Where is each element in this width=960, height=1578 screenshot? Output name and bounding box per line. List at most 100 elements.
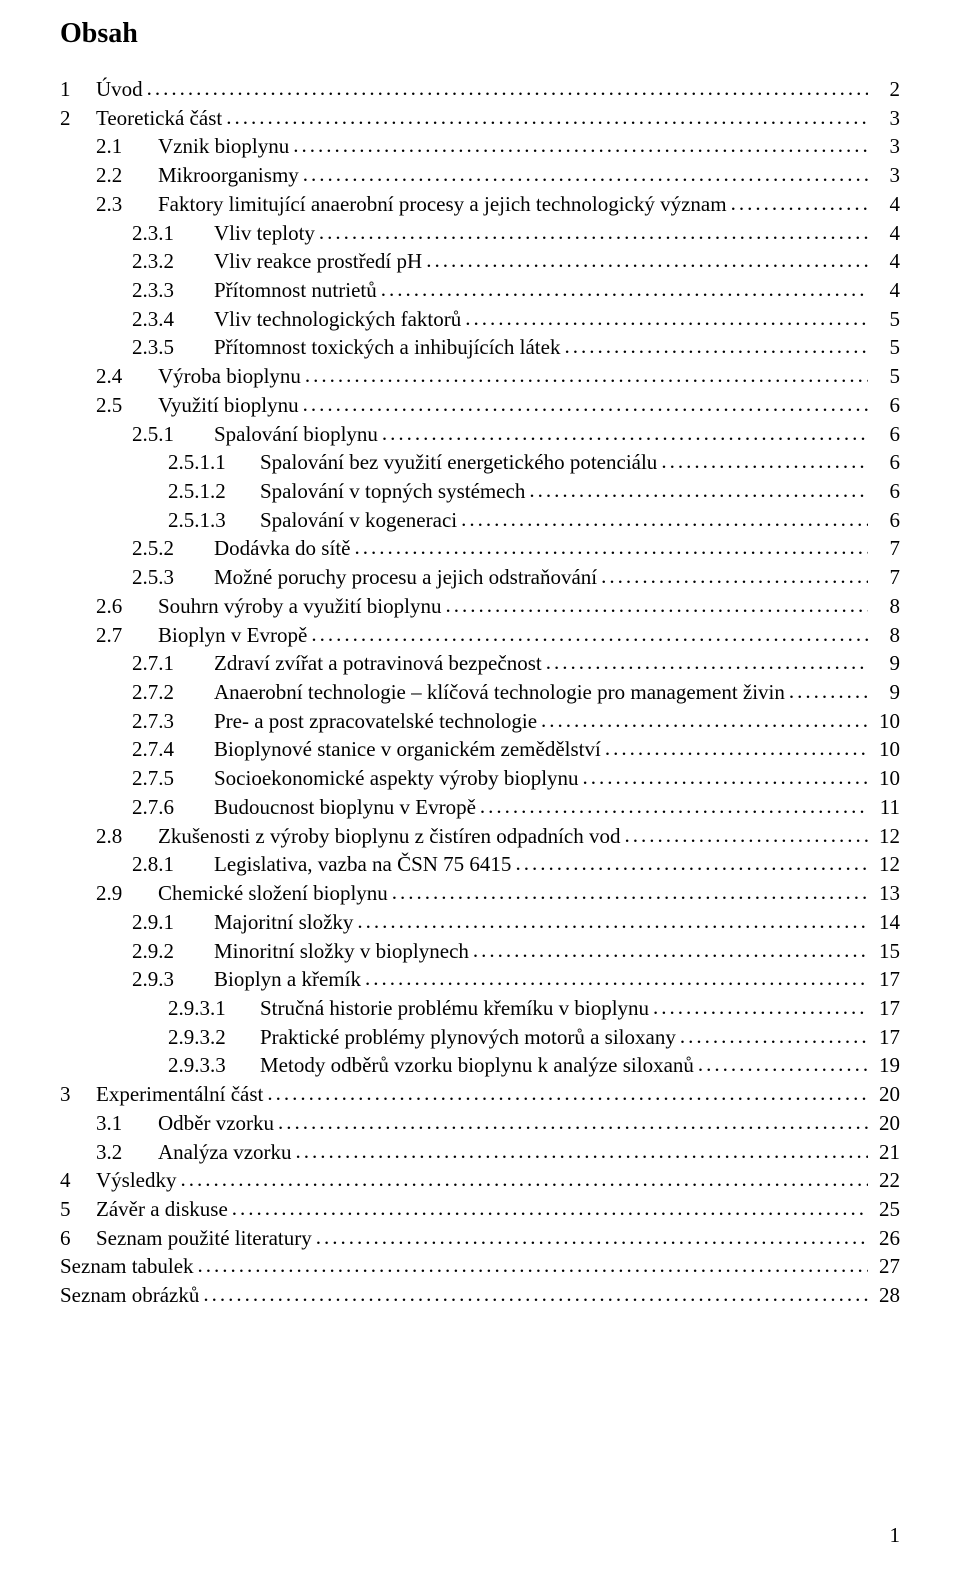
toc-leader-dots <box>529 477 868 498</box>
toc-entry-page: 6 <box>872 421 900 449</box>
toc-leader-dots <box>354 534 868 555</box>
toc-entry-label: Experimentální část <box>96 1081 263 1109</box>
toc-entry-page: 6 <box>872 507 900 535</box>
toc-entry-page: 27 <box>872 1253 900 1281</box>
toc-entry-label: Přítomnost toxických a inhibujících láte… <box>214 334 560 362</box>
toc-entry: 3.1Odběr vzorku20 <box>60 1109 900 1138</box>
toc-entry-label: Praktické problémy plynových motorů a si… <box>260 1024 676 1052</box>
toc-entry: 2.3.4Vliv technologických faktorů5 <box>60 305 900 334</box>
toc-entry-number: 2.3.5 <box>132 334 214 362</box>
toc-entry-page: 4 <box>872 191 900 219</box>
toc-entry-number: 6 <box>60 1225 96 1253</box>
toc-entry: 2.1Vznik bioplynu3 <box>60 132 900 161</box>
toc-entry-label: Faktory limitující anaerobní procesy a j… <box>158 191 727 219</box>
toc-entry-page: 21 <box>872 1139 900 1167</box>
toc-leader-dots <box>226 104 868 125</box>
toc-leader-dots <box>653 994 868 1015</box>
toc-entry-number: 2.3.1 <box>132 220 214 248</box>
toc-entry: Seznam tabulek 27 <box>60 1252 900 1281</box>
toc-entry-label: Spalování bioplynu <box>214 421 378 449</box>
toc-entry-number: 2.3.4 <box>132 306 214 334</box>
toc-entry-number: 2.4 <box>96 363 158 391</box>
toc-entry-number: 2.7.5 <box>132 765 214 793</box>
toc-leader-dots <box>445 592 868 613</box>
toc-leader-dots <box>461 506 868 527</box>
toc-entry-label: Vliv reakce prostředí pH <box>214 248 422 276</box>
toc-entry: 2.9.2Minoritní složky v bioplynech15 <box>60 937 900 966</box>
toc-leader-dots <box>311 621 868 642</box>
toc-entry-page: 8 <box>872 622 900 650</box>
toc-entry-number: 2.7 <box>96 622 158 650</box>
toc-leader-dots <box>319 219 868 240</box>
toc-entry-number: 3.2 <box>96 1139 158 1167</box>
toc-entry-label: Stručná historie problému křemíku v biop… <box>260 995 649 1023</box>
toc-entry: 2.7.2Anaerobní technologie – klíčová tec… <box>60 678 900 707</box>
toc-entry-page: 11 <box>872 794 900 822</box>
toc-entry: 2.9.3Bioplyn a křemík17 <box>60 965 900 994</box>
toc-entry: 6Seznam použité literatury26 <box>60 1224 900 1253</box>
toc-entry-page: 3 <box>872 105 900 133</box>
toc-leader-dots <box>232 1195 868 1216</box>
toc-entry-label: Teoretická část <box>96 105 222 133</box>
toc-entry-number: 2.8 <box>96 823 158 851</box>
toc-entry-number: 2.7.6 <box>132 794 214 822</box>
toc-entry-page: 28 <box>872 1282 900 1310</box>
toc-entry-number: 2.9.1 <box>132 909 214 937</box>
toc-entry-number: 2 <box>60 105 96 133</box>
toc-leader-dots <box>357 908 868 929</box>
toc-entry-label: Dodávka do sítě <box>214 535 350 563</box>
toc-entry-page: 6 <box>872 478 900 506</box>
toc-entry-page: 7 <box>872 535 900 563</box>
toc-leader-dots <box>583 764 868 785</box>
toc-leader-dots <box>303 391 868 412</box>
toc-entry-label: Výsledky <box>96 1167 177 1195</box>
toc-entry-page: 3 <box>872 162 900 190</box>
toc-entry-label: Majoritní složky <box>214 909 353 937</box>
toc-entry-label: Využití bioplynu <box>158 392 299 420</box>
toc-entry-page: 5 <box>872 334 900 362</box>
toc-leader-dots <box>515 850 868 871</box>
toc-entry-label: Legislativa, vazba na ČSN 75 6415 <box>214 851 511 879</box>
toc-leader-dots <box>546 649 868 670</box>
toc-entry-number: 2.5.1.2 <box>168 478 260 506</box>
toc-entry-number: 2.5.1.3 <box>168 507 260 535</box>
toc-entry: 2.9Chemické složení bioplynu13 <box>60 879 900 908</box>
toc-entry-label: Spalování v kogeneraci <box>260 507 457 535</box>
toc-entry-label: Budoucnost bioplynu v Evropě <box>214 794 476 822</box>
toc-leader-dots <box>789 678 868 699</box>
toc-entry-page: 3 <box>872 133 900 161</box>
toc-entry-number: 2.9.2 <box>132 938 214 966</box>
toc-entry-page: 9 <box>872 650 900 678</box>
toc-entry-label: Spalování bez využití energetického pote… <box>260 449 657 477</box>
toc-entry-page: 4 <box>872 220 900 248</box>
toc-entry-label: Chemické složení bioplynu <box>158 880 388 908</box>
toc-entry-number: 2.3 <box>96 191 158 219</box>
toc-entry-page: 12 <box>872 823 900 851</box>
toc-entry-page: 20 <box>872 1081 900 1109</box>
toc-body: 1Úvod22Teoretická část32.1Vznik bioplynu… <box>60 75 900 1310</box>
toc-leader-dots <box>198 1252 868 1273</box>
toc-entry-label: Anaerobní technologie – klíčová technolo… <box>214 679 785 707</box>
toc-entry: 2.5.1.2Spalování v topných systémech6 <box>60 477 900 506</box>
toc-entry: 2.6Souhrn výroby a využití bioplynu8 <box>60 592 900 621</box>
toc-leader-dots <box>731 190 868 211</box>
toc-entry-number: 2.5.1 <box>132 421 214 449</box>
toc-entry-number: 2.7.3 <box>132 708 214 736</box>
toc-entry-label: Bioplyn a křemík <box>214 966 361 994</box>
toc-leader-dots <box>465 305 868 326</box>
toc-entry-page: 15 <box>872 938 900 966</box>
toc-entry: 2.8.1Legislativa, vazba na ČSN 75 641512 <box>60 850 900 879</box>
toc-leader-dots <box>278 1109 868 1130</box>
toc-entry: 2.7.1Zdraví zvířat a potravinová bezpečn… <box>60 649 900 678</box>
toc-entry-label: Vznik bioplynu <box>158 133 289 161</box>
toc-leader-dots <box>382 420 868 441</box>
toc-entry-label: Analýza vzorku <box>158 1139 292 1167</box>
toc-entry-label: Seznam použité literatury <box>96 1225 312 1253</box>
toc-entry-page: 14 <box>872 909 900 937</box>
toc-entry-number: 4 <box>60 1167 96 1195</box>
toc-entry-label: Seznam tabulek <box>60 1253 194 1281</box>
toc-entry-page: 4 <box>872 277 900 305</box>
toc-entry-page: 10 <box>872 765 900 793</box>
toc-entry-label: Souhrn výroby a využití bioplynu <box>158 593 441 621</box>
toc-leader-dots <box>605 735 868 756</box>
